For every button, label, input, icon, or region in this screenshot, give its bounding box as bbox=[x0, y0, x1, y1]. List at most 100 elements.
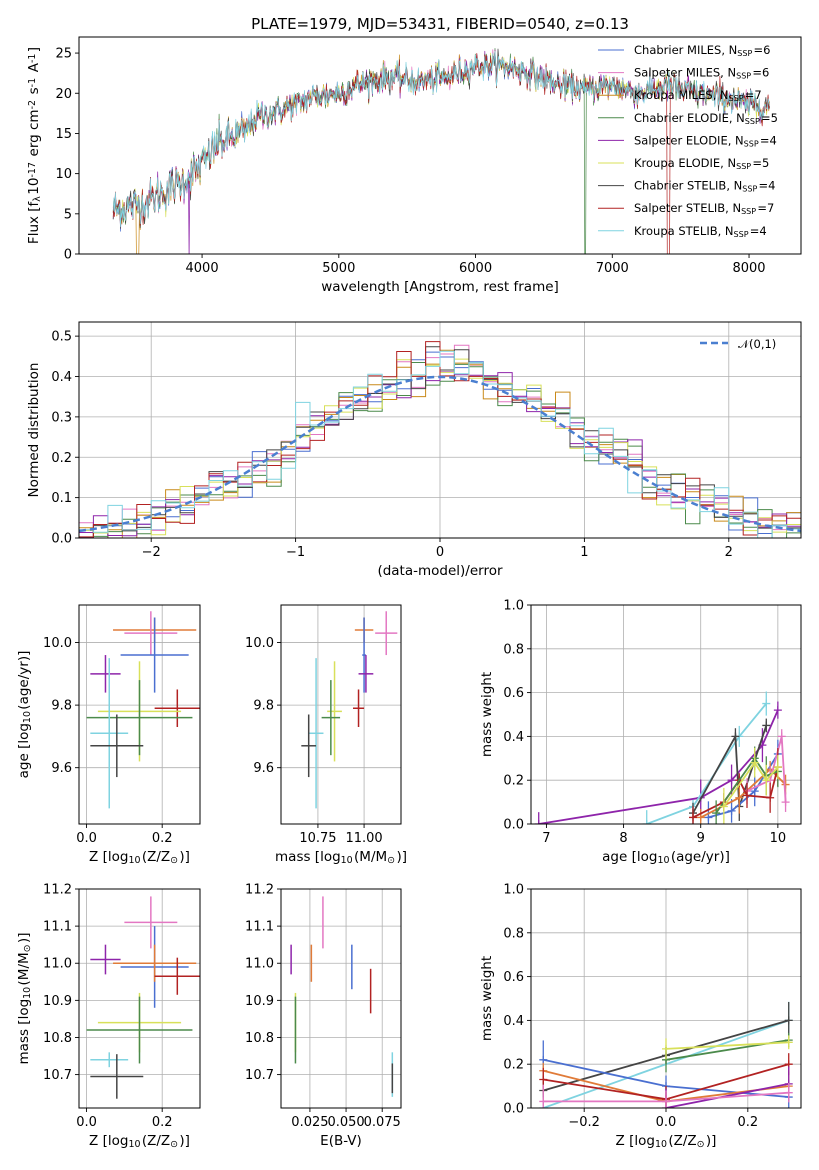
chart-panel-3: 10.75 11.00 9.6 9.8 10.0 mass [log10 (M/M⊙ )] bbox=[245, 604, 407, 866]
plot-area bbox=[534, 691, 790, 824]
legend: 𝒩(0,1) bbox=[700, 337, 776, 351]
axes-frame bbox=[78, 888, 201, 1109]
y-axis-label: mass [log10 (M/M⊙ )] bbox=[16, 933, 33, 1065]
x-tick-label: 10 bbox=[770, 831, 787, 846]
grid-lines bbox=[281, 888, 401, 1108]
error-bar-point bbox=[86, 996, 193, 1064]
x-tick-label: 5000 bbox=[322, 261, 355, 276]
mass-weight-series bbox=[662, 1035, 793, 1060]
error-bar-point bbox=[327, 661, 342, 762]
y-tick-label: 0.8 bbox=[503, 926, 524, 941]
plot-area bbox=[86, 611, 200, 809]
plot-area bbox=[539, 1001, 793, 1108]
error-bar-point bbox=[353, 689, 365, 728]
y-tick-label: 10.7 bbox=[245, 1068, 274, 1083]
x-tick-label: 0.050 bbox=[327, 1115, 364, 1130]
legend-label: Kroupa MILES, NSSP =7 bbox=[634, 88, 762, 103]
legend-label: Salpeter STELIB, NSSP =7 bbox=[634, 201, 774, 216]
series-line bbox=[692, 766, 779, 819]
y-tick-label: 10.9 bbox=[245, 994, 274, 1009]
plot-area bbox=[79, 341, 801, 538]
y-tick-label: 0.6 bbox=[503, 970, 524, 985]
x-tick-label: 7 bbox=[542, 831, 550, 846]
y-tick-label: 11.1 bbox=[43, 920, 72, 935]
x-tick-label: 8 bbox=[619, 831, 627, 846]
series-line bbox=[723, 761, 779, 808]
y-tick-label: 9.8 bbox=[51, 699, 72, 714]
y-tick-label: 0.0 bbox=[503, 818, 524, 833]
legend-label: Kroupa STELIB, NSSP =4 bbox=[634, 224, 767, 239]
y-tick-label: 0.4 bbox=[503, 730, 524, 745]
error-bar-point bbox=[90, 1054, 144, 1099]
x-axis-label: Z [log10 (Z/Z⊙ )] bbox=[89, 849, 190, 866]
series-line bbox=[746, 736, 787, 803]
chart-panel-7: −0.2 0.0 0.2 0.0 0.2 0.4 0.6 0.8 1.0 Z [log10 (Z/… bbox=[479, 883, 802, 1150]
axes-frame bbox=[78, 36, 802, 255]
y-tick-label: 9.6 bbox=[253, 761, 274, 776]
histogram-series-line bbox=[79, 341, 801, 538]
x-tick-label: −0.2 bbox=[568, 1115, 600, 1130]
x-tick-label: 1 bbox=[580, 545, 588, 560]
x-tick-label: 0 bbox=[436, 545, 444, 560]
chart-panel-1: −2 −1 0 1 2 0.0 0.1 0.2 0.3 0.4 0.5 (data-model)/er… bbox=[26, 321, 802, 579]
y-tick-label: 10 bbox=[55, 167, 72, 182]
y-tick-label: 0.5 bbox=[51, 330, 72, 345]
y-tick-label: 0.2 bbox=[503, 1058, 524, 1073]
error-bar-point bbox=[124, 611, 178, 656]
y-tick-label: 10.9 bbox=[43, 994, 72, 1009]
error-bar-point bbox=[90, 1052, 129, 1068]
plot-area bbox=[112, 48, 770, 254]
x-tick-label: 0.0 bbox=[76, 831, 97, 846]
chart-panel-0: 4000 5000 6000 7000 8000 0 5 10 15 20 25 wavelength… bbox=[26, 15, 802, 295]
y-axis-label: Flux [fλ 10-17 erg cm-2 s-1 A-1 ] bbox=[26, 47, 43, 244]
y-tick-label: 25 bbox=[55, 47, 72, 62]
mass-weight-series bbox=[539, 1082, 793, 1108]
legend-label: Kroupa ELODIE, NSSP =5 bbox=[634, 156, 769, 171]
error-bar-point bbox=[154, 957, 200, 995]
y-tick-label: 1.0 bbox=[503, 883, 524, 898]
x-tick-label: 8000 bbox=[732, 261, 765, 276]
axes-frame bbox=[280, 604, 402, 825]
chart-panel-2: 0.0 0.2 9.6 9.8 10.0 Z [log10 (Z/Z⊙ )] age [lo… bbox=[16, 604, 201, 866]
y-tick-label: 9.6 bbox=[51, 761, 72, 776]
y-tick-label: 0.0 bbox=[51, 532, 72, 547]
error-bar-point bbox=[90, 655, 121, 693]
series-line bbox=[665, 1041, 789, 1050]
plot-area bbox=[86, 896, 200, 1099]
y-tick-label: 0 bbox=[64, 248, 72, 263]
x-tick-label: 11.00 bbox=[345, 831, 382, 846]
x-axis-label: mass [log10 (M/M⊙ )] bbox=[275, 849, 407, 866]
error-bar-point bbox=[375, 611, 398, 656]
x-tick-label: 7000 bbox=[596, 261, 629, 276]
x-tick-label: 0.2 bbox=[737, 1115, 758, 1130]
chart-panel-5: 0.0 0.2 10.7 10.8 10.9 11.0 11.1 11.2 Z [log10 (… bbox=[16, 883, 201, 1150]
legend-label: Salpeter MILES, NSSP =6 bbox=[634, 66, 769, 81]
legend-label: Chabrier ELODIE, NSSP =5 bbox=[634, 111, 778, 126]
legend: Chabrier MILES, NSSP =6 Salpeter MILES, N… bbox=[598, 43, 778, 238]
y-tick-label: 0.4 bbox=[503, 1014, 524, 1029]
normal-reference-curve bbox=[79, 375, 801, 533]
y-tick-label: 11.2 bbox=[43, 883, 72, 898]
x-tick-label: 2 bbox=[725, 545, 733, 560]
error-bar-point bbox=[154, 689, 200, 728]
error-bar-point bbox=[120, 617, 189, 693]
x-axis-label: wavelength [Angstrom, rest frame] bbox=[321, 279, 559, 295]
spectrum-series-line bbox=[112, 50, 770, 228]
y-axis-label: age [log10 (age/yr)] bbox=[16, 651, 33, 779]
error-bar-point bbox=[308, 658, 324, 809]
axes-frame bbox=[530, 604, 802, 825]
x-tick-label: 0.025 bbox=[291, 1115, 328, 1130]
y-tick-label: 0.1 bbox=[51, 491, 72, 506]
y-tick-label: 11.0 bbox=[245, 957, 274, 972]
y-tick-label: 0.8 bbox=[503, 642, 524, 657]
x-axis-label: Z [log10 (Z/Z⊙ )] bbox=[89, 1133, 190, 1150]
error-bar-point bbox=[86, 680, 193, 756]
error-bar-point bbox=[124, 896, 178, 949]
chart-title: PLATE=1979, MJD=53431, FIBERID=0540, z=0… bbox=[251, 15, 629, 33]
x-tick-label: 0.2 bbox=[152, 831, 173, 846]
y-tick-label: 11.2 bbox=[245, 883, 274, 898]
y-tick-label: 11.1 bbox=[245, 920, 274, 935]
y-tick-label: 0.0 bbox=[503, 1102, 524, 1117]
